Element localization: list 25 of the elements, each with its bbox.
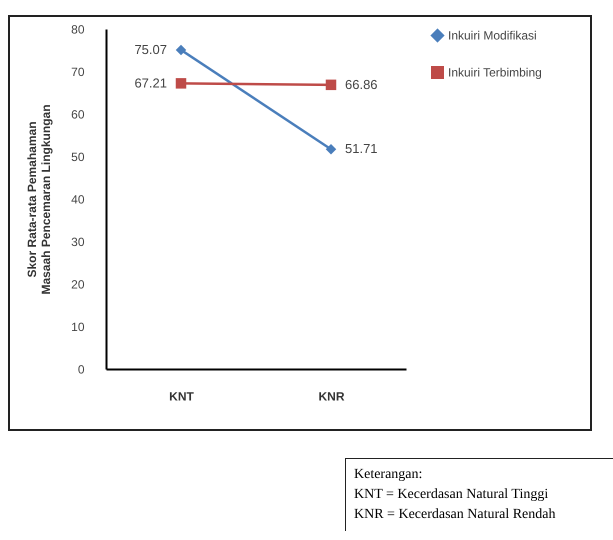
y-tick-label: 20 xyxy=(71,278,85,292)
legend-label: Inkuiri Modifikasi xyxy=(448,28,537,42)
x-tick-label: KNT xyxy=(169,390,194,404)
y-tick-label: 50 xyxy=(71,150,85,164)
text: KNR = Kecerdasan Natural Rendah xyxy=(354,506,556,524)
data-label: 67.21 xyxy=(134,75,167,90)
text: KNT = Kecerdasan Natural Tinggi xyxy=(354,486,550,504)
y-tick-label: 0 xyxy=(78,362,85,376)
data-label: 51.71 xyxy=(345,141,378,156)
data-label: 75.07 xyxy=(134,42,167,57)
y-tick-label: 60 xyxy=(71,108,85,122)
y-tick-label: 80 xyxy=(71,22,85,36)
y-tick-label: 30 xyxy=(71,235,85,249)
x-tick-label: KNR xyxy=(318,390,345,404)
y-tick-label: 70 xyxy=(71,65,85,79)
legend-label: Inkuiri Terbimbing xyxy=(448,66,542,80)
point xyxy=(326,80,336,90)
text: Keterangan: xyxy=(354,466,424,484)
data-label: 66.86 xyxy=(345,76,378,92)
point xyxy=(176,78,186,89)
y-axis-title: Skor Rata-rata Pemahaman Masaah Pencemaran Lingkungan xyxy=(25,104,54,295)
point xyxy=(176,44,186,56)
y-tick-label: 40 xyxy=(71,192,85,206)
y-tick-label: 10 xyxy=(71,320,85,334)
point xyxy=(326,144,336,154)
